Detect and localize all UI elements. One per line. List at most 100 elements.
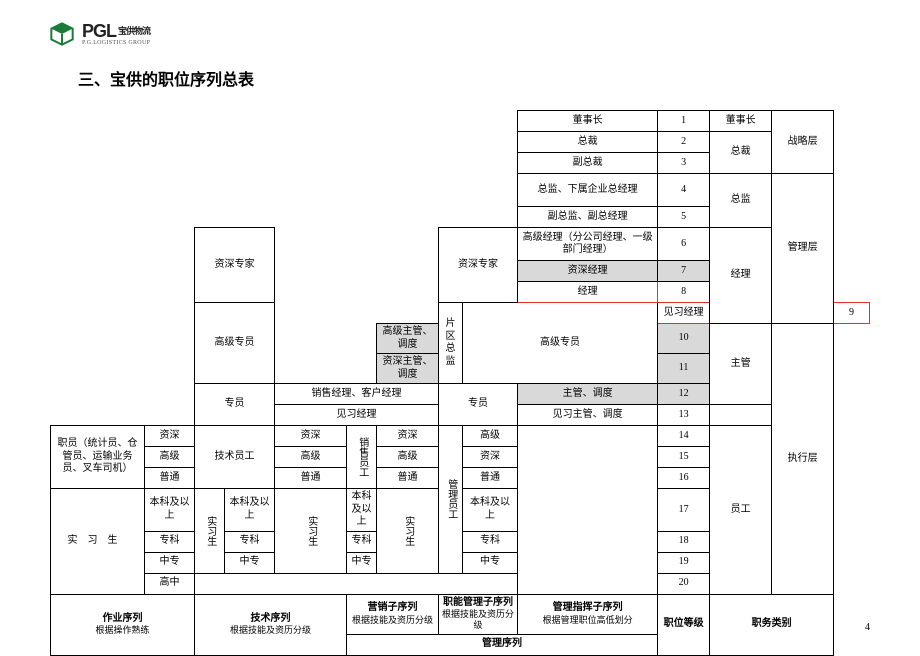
cell: 2	[658, 132, 710, 153]
cell: 副总监、副总经理	[518, 207, 658, 228]
cell: 总监	[710, 174, 772, 228]
cell: 管理层	[772, 174, 834, 324]
cell: 资深	[275, 426, 347, 447]
cell: 5	[658, 207, 710, 228]
cell: 14	[658, 426, 710, 447]
cell: 中专	[347, 552, 377, 573]
footer-col: 技术序列 根据技能及资历分级	[195, 594, 347, 655]
footer-col: 管理指挥子序列 根据管理职位高低划分	[518, 594, 658, 634]
logo-brand: PGL	[82, 22, 116, 40]
footer-col: 营销子序列 根据技能及资历分级	[347, 594, 439, 634]
footer-col: 作业序列 根据操作熟练	[51, 594, 195, 655]
cell: 董事长	[710, 111, 772, 132]
footer-title: 营销子序列	[350, 602, 435, 615]
cell: 13	[658, 405, 710, 426]
cell: 专员	[439, 384, 518, 426]
cell-highlight: 见习经理	[658, 303, 710, 324]
cell: 资深专家	[439, 228, 518, 303]
cell: 4	[658, 174, 710, 207]
cell: 11	[658, 354, 710, 384]
footer-sub: 根据技能及资历分级	[350, 615, 435, 626]
cell: 19	[658, 552, 710, 573]
cell: 专科	[347, 531, 377, 552]
cell: 高级经理（分公司经理、一级部门经理）	[518, 228, 658, 261]
cell: 销售员工	[347, 426, 377, 489]
cell: 高级	[145, 447, 195, 468]
cell: 实习生	[377, 489, 439, 574]
cell-highlight: 8	[658, 282, 710, 303]
cell: 10	[658, 324, 710, 354]
cell: 高级	[377, 447, 439, 468]
cell: 高中	[145, 573, 195, 594]
cell: 经理	[710, 228, 772, 324]
cell: 中专	[145, 552, 195, 573]
cell: 高级	[275, 447, 347, 468]
cell: 高级主管、调度	[377, 324, 439, 354]
cell: 总裁	[710, 132, 772, 174]
cell: 总监、下属企业总经理	[518, 174, 658, 207]
cell: 执行层	[772, 324, 834, 595]
cell: 普通	[145, 468, 195, 489]
cell-highlight: 经理	[518, 282, 658, 303]
cell: 实习生	[195, 489, 225, 574]
logo: PGL 宝供物流 P.G.LOGISTICS GROUP	[48, 22, 150, 46]
cell: 中专	[225, 552, 275, 573]
cell: 见习经理	[275, 405, 439, 426]
footer-col: 职位等级	[658, 594, 710, 655]
cell: 片区总监	[439, 303, 463, 384]
cell: 15	[658, 447, 710, 468]
cell: 资深经理	[518, 261, 658, 282]
footer-title: 管理指挥子序列	[521, 602, 654, 615]
position-table: 董事长 1 董事长 战略层 总裁 2 总裁 副总裁 3 总监、下属企业总经理 4…	[50, 110, 870, 656]
cell-highlight: 9	[834, 303, 870, 324]
cell: 高级专员	[195, 303, 275, 384]
cell: 18	[658, 531, 710, 552]
cell: 管理员工	[439, 426, 463, 574]
footer-bottom: 管理序列	[347, 634, 658, 655]
footer-col: 职务类别	[710, 594, 834, 655]
cell: 专科	[145, 531, 195, 552]
cell: 本科及以上	[347, 489, 377, 532]
cell: 资深主管、调度	[377, 354, 439, 384]
page-number: 4	[865, 622, 870, 633]
cell: 中专	[463, 552, 518, 573]
cell: 技术员工	[195, 426, 275, 489]
cell: 销售经理、客户经理	[275, 384, 439, 405]
cell: 主管	[710, 324, 772, 405]
footer-sub: 根据操作熟练	[54, 625, 191, 636]
cell: 资深	[463, 447, 518, 468]
cell: 普通	[377, 468, 439, 489]
cell: 总裁	[518, 132, 658, 153]
cell: 6	[658, 228, 710, 261]
cell: 战略层	[772, 111, 834, 174]
footer-sub: 根据技能及资历分级	[198, 625, 343, 636]
cell: 7	[658, 261, 710, 282]
cell: 本科及以上	[225, 489, 275, 532]
cell: 20	[658, 573, 710, 594]
footer-title: 技术序列	[198, 613, 343, 626]
cell: 高级专员	[463, 303, 658, 384]
footer-title: 职能管理子序列	[442, 597, 514, 610]
cell: 职员（统计员、仓管员、运输业务员、叉车司机）	[51, 426, 145, 489]
cell: 12	[658, 384, 710, 405]
cell: 本科及以上	[145, 489, 195, 532]
cell: 17	[658, 489, 710, 532]
logo-en: P.G.LOGISTICS GROUP	[82, 40, 150, 46]
cell: 专员	[195, 384, 275, 426]
cell: 普通	[463, 468, 518, 489]
footer-title: 作业序列	[54, 613, 191, 626]
cell: 资深	[377, 426, 439, 447]
cell: 实习生	[51, 489, 145, 595]
logo-icon	[48, 22, 76, 46]
cell: 资深专家	[195, 228, 275, 303]
cell: 见习主管、调度	[518, 405, 658, 426]
cell: 3	[658, 153, 710, 174]
footer-sub: 根据技能及资历分级	[442, 609, 514, 632]
cell: 实习生	[275, 489, 347, 574]
cell: 普通	[275, 468, 347, 489]
cell: 1	[658, 111, 710, 132]
cell: 高级	[463, 426, 518, 447]
cell: 资深	[145, 426, 195, 447]
cell: 董事长	[518, 111, 658, 132]
logo-cn: 宝供物流	[118, 27, 150, 36]
